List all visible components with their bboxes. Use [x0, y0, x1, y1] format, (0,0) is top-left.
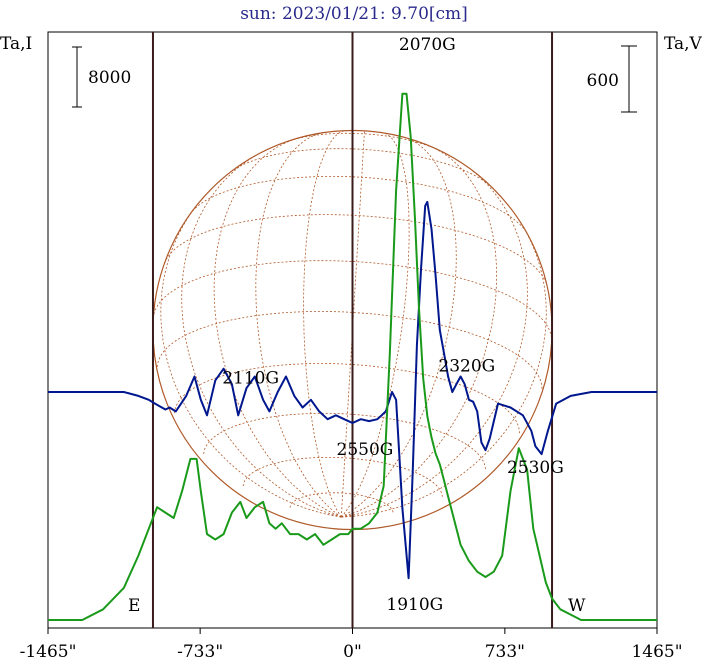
field-annotation: 2320G: [438, 357, 495, 377]
field-annotation: 2110G: [222, 369, 279, 389]
disk-gridline: [341, 147, 497, 518]
chart-title: sun: 2023/01/21: 9.70[cm]: [240, 4, 468, 24]
x-tick-label: 0": [343, 642, 362, 662]
field-annotation: 2070G: [399, 35, 456, 55]
disk-gridline: [160, 203, 342, 518]
right-axis-label: Ta,V: [664, 34, 703, 54]
series-line-V: [48, 200, 657, 580]
series-line-I: [48, 92, 657, 621]
disk-gridline: [341, 137, 457, 518]
disk-gridline: [341, 222, 547, 518]
disk-gridline: [303, 130, 346, 518]
disk-gridline: [340, 130, 365, 518]
field-annotation: 1910G: [386, 595, 443, 615]
x-tick-label: 1465": [631, 642, 682, 662]
left-scale-bar: [72, 46, 82, 108]
field-annotation: 2530G: [507, 458, 564, 478]
x-tick-label: -733": [177, 642, 223, 662]
disk-gridline: [152, 260, 553, 343]
left-scale-value: 8000: [88, 68, 131, 88]
field-annotations: 2070G 2320G 2110G 2550G 2530G 1910G: [222, 35, 564, 615]
disk-gridline: [213, 139, 342, 518]
disk-gridline: [289, 132, 438, 150]
disk-gridline: [255, 132, 342, 518]
right-scale-bar: [621, 45, 637, 113]
x-axis-ticks: -1465" -733" 0" 733" 1465": [20, 628, 683, 662]
right-scale-value: 600: [587, 71, 619, 91]
left-axis-label: Ta,I: [0, 34, 32, 54]
disk-gridline: [181, 156, 342, 518]
disk-gridline: [192, 176, 527, 232]
disk-gridline: [341, 169, 528, 518]
x-tick-label: -1465": [20, 642, 77, 662]
east-limb-label: E: [128, 596, 140, 616]
west-limb-label: W: [568, 596, 586, 616]
x-tick-label: 733": [485, 642, 525, 662]
series-layer: [48, 92, 657, 621]
disk-gridline: [340, 132, 410, 518]
disk-gridline: [164, 214, 548, 287]
field-annotation: 2550G: [337, 440, 394, 460]
disk-gridline: [203, 412, 486, 471]
